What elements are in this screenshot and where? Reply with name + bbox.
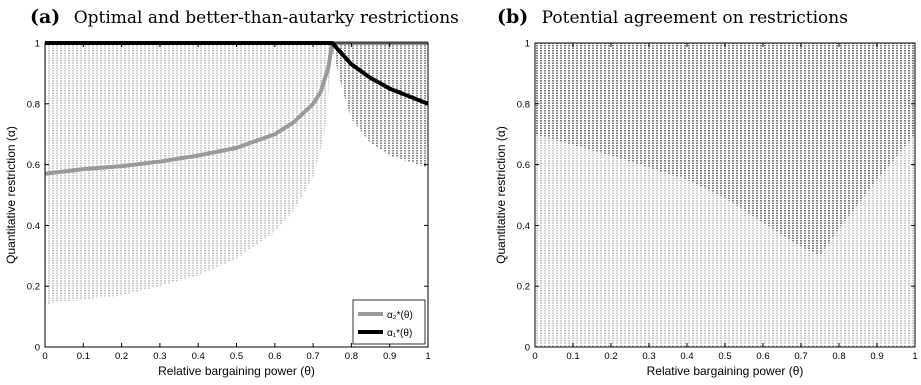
panel-b-plot: 0 0.1 0.2 0.3 0.4 0.5 0.6 0.7 0.8 0.9 1 0 0.2 0.4 0.6 0… bbox=[494, 39, 918, 379]
panel-b-title: (b) Potential agreement on restrictions bbox=[497, 6, 848, 28]
y-tick-label: 0.4 bbox=[517, 221, 530, 232]
x-axis-label: Relative bargaining power (θ) bbox=[158, 364, 315, 378]
x-tick-label: 0.2 bbox=[115, 351, 128, 362]
panel-b-letter: (b) bbox=[497, 6, 529, 28]
legend-label-1: α₂*(θ) bbox=[387, 310, 413, 321]
x-tick-label: 0.3 bbox=[642, 351, 655, 362]
x-tick-label: 0.5 bbox=[718, 351, 731, 362]
x-tick-label: 0.5 bbox=[230, 351, 243, 362]
y-tick-label: 0.8 bbox=[517, 99, 530, 110]
panel-a-title-text: Optimal and better-than-autarky restrict… bbox=[73, 8, 459, 28]
x-tick-label: 0.4 bbox=[680, 351, 693, 362]
panel-a-plot: 0 0.1 0.2 0.3 0.4 0.5 0.6 0.7 0.8 0.9 1 0 0.2 0.4 0.6 0… bbox=[4, 39, 431, 379]
y-tick-label: 1 bbox=[35, 39, 40, 50]
x-tick-label: 0.8 bbox=[345, 351, 358, 362]
shaded-region-1 bbox=[45, 43, 333, 305]
x-tick-label: 0.2 bbox=[604, 351, 617, 362]
x-tick-label: 0.7 bbox=[794, 351, 807, 362]
x-tick-label: 0.9 bbox=[383, 351, 396, 362]
x-tick-label: 0 bbox=[532, 351, 537, 362]
y-tick-label: 0.6 bbox=[27, 160, 40, 171]
panel-a-title: (a) Optimal and better-than-autarky rest… bbox=[30, 6, 459, 28]
x-tick-label: 0.7 bbox=[306, 351, 319, 362]
x-tick-label: 0.6 bbox=[756, 351, 769, 362]
x-tick-label: 0.1 bbox=[566, 351, 579, 362]
y-axis-label: Quantitative restriction (α) bbox=[494, 126, 508, 264]
y-axis-label: Quantitative restriction (α) bbox=[4, 126, 18, 264]
x-tick-label: 0.8 bbox=[832, 351, 845, 362]
x-tick-label: 0.6 bbox=[268, 351, 281, 362]
y-tick-label: 0.8 bbox=[27, 99, 40, 110]
y-tick-label: 1 bbox=[525, 39, 530, 50]
x-tick-label: 0.9 bbox=[870, 351, 883, 362]
x-tick-label: 0 bbox=[42, 351, 47, 362]
y-tick-label: 0.4 bbox=[27, 221, 40, 232]
y-tick-label: 0 bbox=[35, 343, 40, 354]
panel-a-letter: (a) bbox=[30, 6, 61, 28]
y-tick-label: 0 bbox=[525, 343, 530, 354]
legend-label-2: α₁*(θ) bbox=[387, 328, 412, 339]
x-tick-label: 1 bbox=[425, 351, 430, 362]
legend: α₂*(θ) α₁*(θ) bbox=[352, 299, 426, 345]
shaded-region-2 bbox=[535, 43, 915, 256]
x-axis-label: Relative bargaining power (θ) bbox=[647, 364, 804, 378]
x-tick-label: 1 bbox=[912, 351, 917, 362]
shaded-region-2 bbox=[332, 43, 428, 168]
x-tick-label: 0.3 bbox=[153, 351, 166, 362]
y-tick-label: 0.6 bbox=[517, 160, 530, 171]
y-tick-label: 0.2 bbox=[517, 282, 530, 293]
panel-b-title-text: Potential agreement on restrictions bbox=[541, 8, 848, 28]
x-tick-label: 0.4 bbox=[192, 351, 205, 362]
legend-box bbox=[352, 299, 426, 345]
y-tick-label: 0.2 bbox=[27, 282, 40, 293]
x-tick-label: 0.1 bbox=[77, 351, 90, 362]
